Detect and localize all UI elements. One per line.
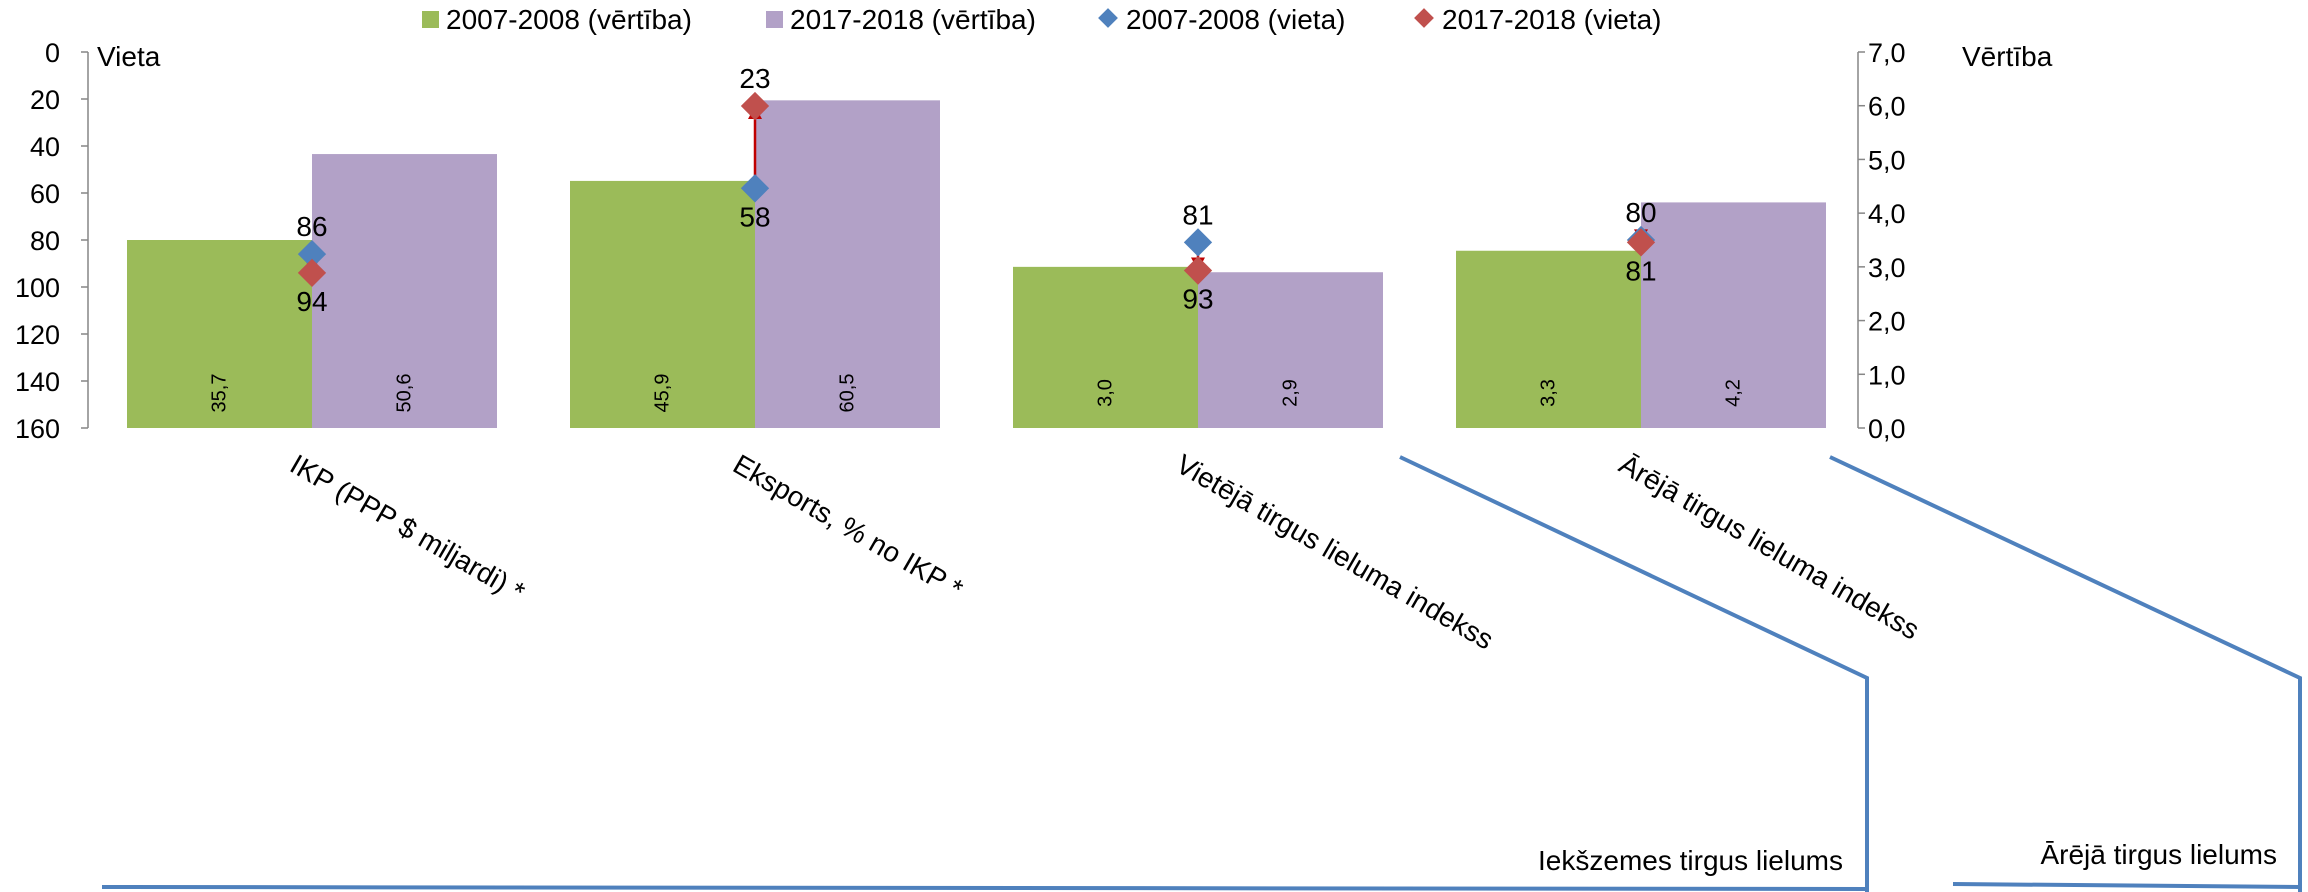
rank-labels: 86 94 23 58 81 93 80 81 [296, 63, 1656, 317]
legend-swatch-green [422, 11, 439, 28]
bar [312, 154, 497, 429]
bar-value-label: 3,3 [1538, 379, 1560, 407]
rank-label: 81 [1625, 255, 1656, 286]
left-tick-label: 40 [30, 132, 60, 162]
category-label: IKP (PPP $ miljardi) * [285, 448, 530, 607]
bar [1013, 266, 1198, 428]
bar [570, 180, 755, 428]
bar-value-labels: 35,7 45,9 3,0 3,3 50,6 60,5 2,9 4,2 [209, 374, 1745, 413]
rank-label: 23 [739, 63, 770, 94]
bracket-areja [1829, 455, 2302, 892]
rank-marker [740, 91, 770, 121]
right-axis-ticks: 0,0 1,0 2,0 3,0 4,0 5,0 6,0 7,0 [1858, 38, 1906, 444]
bar [1198, 272, 1383, 428]
right-tick-label: 0,0 [1868, 414, 1906, 444]
bar [127, 240, 312, 428]
bar [1456, 250, 1641, 428]
bar-value-label: 3,0 [1095, 379, 1117, 407]
rank-label: 86 [296, 211, 327, 242]
bar-value-label: 2,9 [1280, 379, 1302, 407]
bracket-iekszemes-bottom [101, 885, 1868, 891]
rank-marker [1626, 228, 1656, 257]
bar-value-label: 45,9 [652, 374, 674, 413]
rank-marker [297, 258, 327, 288]
legend-marker-red [1414, 8, 1434, 28]
left-tick-label: 140 [15, 367, 60, 397]
rank-label: 80 [1625, 197, 1656, 228]
legend-label-2007-2008-rank: 2007-2008 (vieta) [1126, 4, 1345, 35]
legend-marker-blue [1098, 8, 1118, 28]
bar-value-label: 35,7 [209, 374, 231, 413]
right-tick-label: 2,0 [1868, 307, 1906, 337]
left-tick-label: 100 [15, 273, 60, 303]
group-brackets: Iekšzemes tirgus lielums Ārējā tirgus li… [101, 455, 2302, 892]
category-labels: IKP (PPP $ miljardi) * Eksports, % no IKP… [285, 448, 1925, 655]
right-tick-label: 7,0 [1868, 38, 1906, 68]
bracket-iekszemes [1399, 455, 1869, 892]
legend: 2007-2008 (vērtība) 2017-2018 (vērtība) … [422, 4, 1661, 35]
bar [755, 100, 940, 428]
right-axis-title: Vērtība [1962, 41, 2053, 72]
rank-marker [1183, 228, 1213, 257]
right-tick-label: 3,0 [1868, 253, 1906, 283]
legend-label-2017-2018-value: 2017-2018 (vērtība) [790, 4, 1036, 35]
right-tick-label: 5,0 [1868, 145, 1906, 175]
left-axis-title: Vieta [97, 41, 161, 72]
left-tick-label: 80 [30, 226, 60, 256]
legend-label-2007-2008-value: 2007-2008 (vērtība) [446, 4, 692, 35]
left-axis-ticks: 0 20 40 60 80 100 120 140 160 [15, 38, 88, 444]
rank-marker [740, 174, 770, 203]
left-tick-label: 120 [15, 320, 60, 350]
right-tick-label: 1,0 [1868, 360, 1906, 390]
left-tick-label: 60 [30, 179, 60, 209]
legend-label-2017-2018-rank: 2017-2018 (vieta) [1442, 4, 1661, 35]
bar-value-label: 50,6 [394, 374, 416, 413]
bar-value-label: 4,2 [1723, 379, 1745, 407]
bar [1641, 202, 1826, 428]
left-tick-label: 20 [30, 85, 60, 115]
group-label-areja: Ārējā tirgus lielums [2040, 839, 2277, 870]
rank-label: 81 [1182, 199, 1213, 230]
rank-label: 93 [1182, 284, 1213, 315]
bracket-areja-bottom [1952, 882, 2301, 889]
left-tick-label: 0 [45, 38, 60, 68]
legend-swatch-purple [766, 11, 783, 28]
bars [127, 100, 1826, 429]
rank-marker [1183, 256, 1213, 285]
bar-value-label: 60,5 [837, 374, 859, 413]
rank-label: 94 [296, 286, 327, 317]
rank-change-arrows [305, 106, 1648, 273]
category-label: Eksports, % no IKP * [728, 448, 968, 605]
right-tick-label: 4,0 [1868, 199, 1906, 229]
rank-label: 58 [739, 201, 770, 232]
left-tick-label: 160 [15, 414, 60, 444]
right-tick-label: 6,0 [1868, 92, 1906, 122]
group-label-iekszemes: Iekšzemes tirgus lielums [1538, 845, 1843, 876]
rank-markers [297, 91, 1656, 288]
